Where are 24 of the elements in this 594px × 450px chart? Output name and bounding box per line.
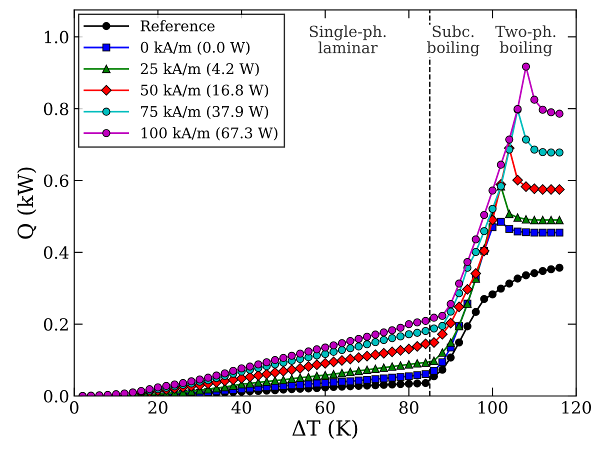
y-tick-label: 0.4	[44, 246, 69, 259]
x-tick-label: 0	[70, 401, 78, 414]
y-tick-label: 1.0	[44, 30, 68, 44]
x-axis-title: ΔT (K)	[292, 420, 358, 439]
x-tick-label: 80	[399, 401, 418, 414]
legend-label: 100 kA/m (67.3 W)	[142, 127, 278, 140]
y-tick-label: 0.0	[44, 390, 68, 403]
x-tick-label: 100	[478, 401, 508, 414]
legend-label: Reference	[140, 20, 215, 32]
y-tick-label: 0.2	[44, 318, 68, 331]
legend-label: 25 kA/m (4.2 W)	[140, 62, 259, 76]
annotation: Single-ph. laminar	[310, 25, 386, 54]
legend-label: 75 kA/m (37.9 W)	[141, 106, 268, 120]
x-tick-label: 60	[316, 401, 335, 414]
y-tick-label: 0.6	[44, 174, 68, 188]
annotation: Two-ph. boiling	[495, 25, 556, 56]
legend-label: 50 kA/m (16.8 W)	[141, 84, 268, 98]
x-tick-label: 20	[148, 401, 168, 414]
y-tick-label: 0.8	[44, 102, 68, 116]
legend-label: 0 kA/m (0.0 W)	[140, 42, 250, 55]
y-axis-title: Q (kW)	[17, 168, 36, 239]
annotation: Subc. boiling	[427, 25, 480, 56]
x-tick-label: 120	[562, 401, 591, 414]
x-tick-label: 40	[231, 401, 252, 414]
